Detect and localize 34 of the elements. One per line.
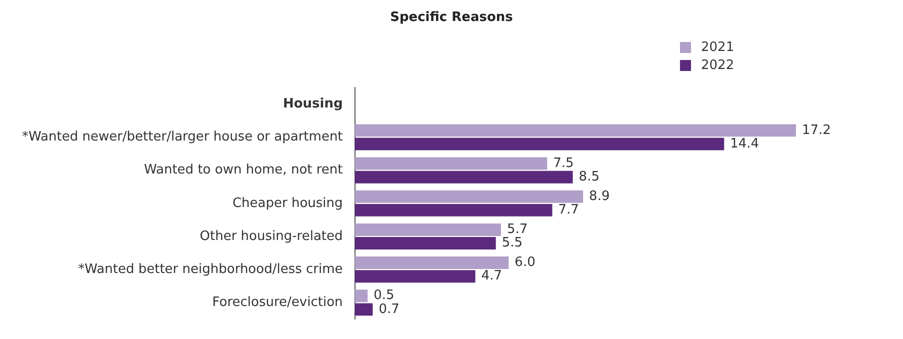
data-label: 6.0 [514,255,536,270]
data-label: 8.5 [578,169,600,184]
bar [354,270,476,283]
y-tick-label: Foreclosure/eviction [212,295,343,310]
data-label: 17.2 [802,122,831,138]
bar [354,237,496,250]
data-label: 14.4 [730,136,760,152]
data-label: 8.9 [589,188,610,204]
bar [354,124,796,137]
legend-label: 2021 [701,40,734,55]
chart-title: Specific Reasons [390,10,514,26]
data-label: 0.7 [378,302,400,317]
bar [354,138,724,150]
bar [354,256,509,270]
data-label: 5.5 [502,236,523,251]
bar [354,204,552,216]
data-label: 7.5 [553,156,574,171]
bar [354,170,573,184]
bar [354,190,584,203]
bar [354,290,368,302]
data-label: 5.7 [506,222,528,238]
bar [354,157,548,170]
y-tick-label: Housing [282,96,343,112]
data-label: 7.7 [558,202,579,218]
y-tick-label: Other housing-related [200,228,343,244]
data-label: 4.7 [481,268,502,284]
bar [354,303,373,316]
bar [354,223,501,236]
y-tick-label: Wanted to own home, not rent [144,162,343,178]
legend-label: 2022 [701,58,734,73]
data-label: 0.5 [374,288,394,304]
y-tick-label: *Wanted newer/better/larger house or apartment [22,130,343,145]
y-tick-label: *Wanted better neighborhood/less crime [78,262,343,277]
y-tick-label: Cheaper housing [232,196,343,211]
